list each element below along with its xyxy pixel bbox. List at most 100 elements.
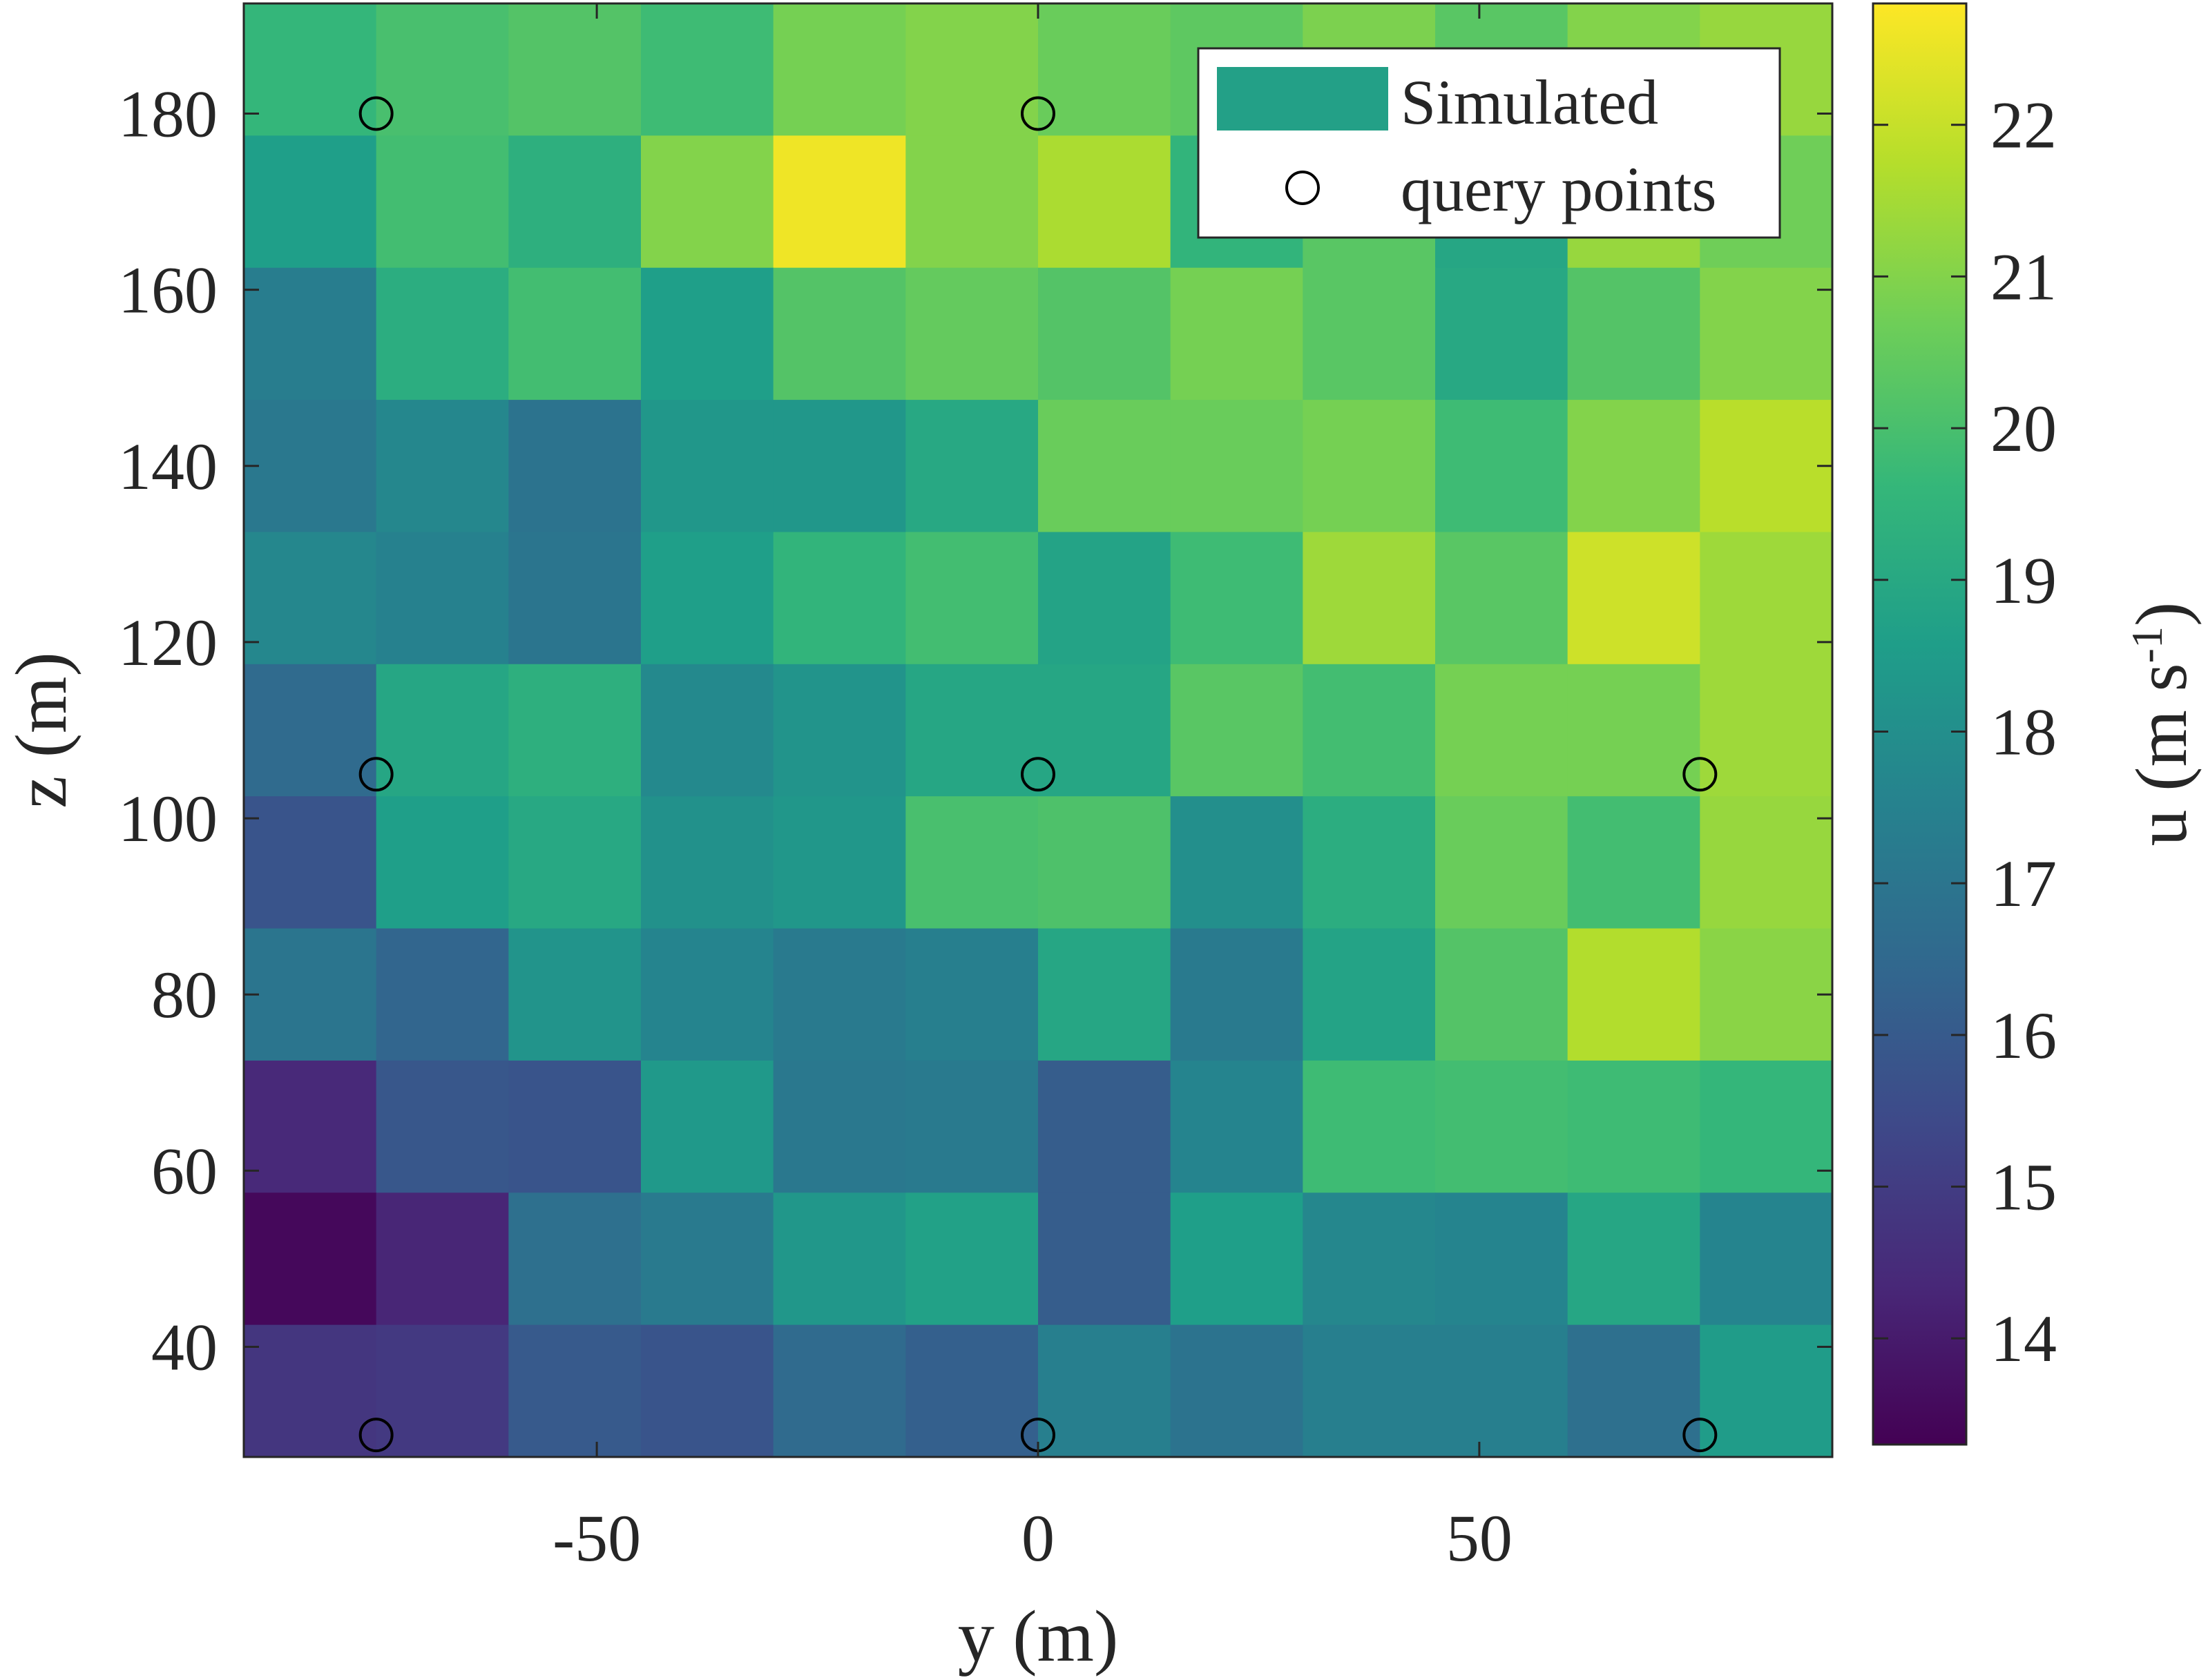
heatmap-cell (376, 928, 509, 1061)
heatmap-cell (376, 1193, 509, 1326)
heatmap-cell (905, 664, 1039, 797)
heatmap-cell (905, 928, 1039, 1061)
query-point-marker (358, 96, 394, 131)
x-axis-ticks: -50 0 50 (553, 3, 1513, 1575)
heatmap-cell (244, 1193, 377, 1326)
heatmap-cell (1038, 928, 1171, 1061)
y-tick-label: 180 (118, 77, 218, 151)
colorbar-tick-label: 21 (1990, 240, 2057, 313)
heatmap-cell (905, 1324, 1039, 1458)
heatmap-cell (1170, 796, 1303, 929)
heatmap-cell (508, 928, 642, 1061)
heatmap-cell (1303, 928, 1436, 1061)
colorbar-tick-label: 18 (1990, 695, 2057, 769)
legend-swatch-simulated (1217, 67, 1388, 131)
heatmap-cell (773, 1324, 906, 1458)
x-tick-label: 50 (1446, 1501, 1513, 1575)
heatmap-cell (376, 267, 509, 400)
heatmap-cell (1303, 1193, 1436, 1326)
heatmap-cell (1303, 664, 1436, 797)
heatmap-cell (1700, 664, 1833, 797)
heatmap-cell (641, 400, 774, 533)
x-tick-label: 0 (1021, 1501, 1055, 1575)
heatmap-cell (1170, 664, 1303, 797)
heatmap-cell (641, 532, 774, 665)
heatmap-cell (508, 1060, 642, 1193)
query-point-marker (1021, 96, 1055, 131)
heatmap-cell (1700, 267, 1833, 400)
y-tick-label: 60 (151, 1134, 218, 1208)
heatmap-cell (905, 3, 1039, 136)
heatmap-cell (1435, 400, 1568, 533)
heatmap-cell (641, 664, 774, 797)
legend-label-simulated: Simulated (1401, 67, 1658, 137)
heatmap-cell (1038, 135, 1171, 269)
heatmap-cell (376, 1060, 509, 1193)
heatmap-cell (1435, 532, 1568, 665)
y-tick-label: 140 (118, 429, 218, 503)
heatmap-cell (244, 1060, 377, 1193)
y-axis-ticks: 40 60 80 100 120 140 160 180 (118, 77, 1832, 1384)
heatmap-cell (773, 664, 906, 797)
heatmap-cell (905, 1193, 1039, 1326)
heatmap-cell (1170, 267, 1303, 400)
heatmap-cell (244, 928, 377, 1061)
heatmap-cell (1170, 1324, 1303, 1458)
heatmap-cell (508, 135, 642, 269)
heatmap-cell (1567, 796, 1700, 929)
y-tick-label: 40 (151, 1311, 218, 1384)
heatmap-cell (244, 267, 377, 400)
heatmap-cell (244, 400, 377, 533)
y-tick-label: 160 (118, 253, 218, 327)
heatmap-cell (508, 267, 642, 400)
colorbar-label-superscript: -1 (2122, 626, 2171, 663)
heatmap-cell (508, 664, 642, 797)
heatmap-cell (1170, 1060, 1303, 1193)
heatmap-cell (508, 796, 642, 929)
heatmap-cell (1435, 1193, 1568, 1326)
heatmap-cell (905, 1060, 1039, 1193)
heatmap-cell (1435, 1060, 1568, 1193)
heatmap-cell (244, 3, 377, 136)
heatmap-cell (1435, 796, 1568, 929)
heatmap-cell (1038, 1060, 1171, 1193)
legend-label-query-points: query points (1401, 154, 1716, 224)
heatmap-cell (641, 1193, 774, 1326)
query-points-layer (358, 96, 1718, 1453)
heatmap-cell (1567, 1060, 1700, 1193)
heatmap-cell (244, 1324, 377, 1458)
colorbar-tick-label: 17 (1990, 847, 2057, 920)
heatmap-cell (641, 928, 774, 1061)
heatmap-cell (244, 796, 377, 929)
colorbar-tick-label: 22 (1990, 88, 2057, 162)
heatmap-cell (1038, 532, 1171, 665)
heatmap-cell (773, 3, 906, 136)
y-tick-label: 80 (151, 958, 218, 1032)
heatmap-cell (1303, 1060, 1436, 1193)
heatmap-cell (905, 532, 1039, 665)
heatmap-cell (641, 135, 774, 269)
legend: Simulated query points (1197, 47, 1781, 239)
heatmap-cell (1038, 796, 1171, 929)
heatmap-cell (1303, 1324, 1436, 1458)
heatmap-cell (1435, 928, 1568, 1061)
heatmap-cell (1038, 267, 1171, 400)
heatmap-cell (1700, 796, 1833, 929)
heatmap-cell (1038, 1324, 1171, 1458)
heatmap-cell (641, 1324, 774, 1458)
colorbar-gradient (1872, 2, 1968, 1446)
heatmap-cell (508, 400, 642, 533)
query-point-marker (358, 1418, 394, 1453)
heatmap-cell (905, 267, 1039, 400)
heatmap-cell (508, 532, 642, 665)
heatmap-cell (773, 1193, 906, 1326)
heatmap-cell (508, 3, 642, 136)
heatmap-cell (1700, 1193, 1833, 1326)
heatmap-cell (641, 3, 774, 136)
heatmap-cell (773, 796, 906, 929)
heatmap-cell (244, 664, 377, 797)
heatmap-cell (1303, 267, 1436, 400)
heatmap-cell (376, 400, 509, 533)
heatmap-cell (376, 532, 509, 665)
colorbar-label-main: u (m s (2121, 663, 2202, 846)
